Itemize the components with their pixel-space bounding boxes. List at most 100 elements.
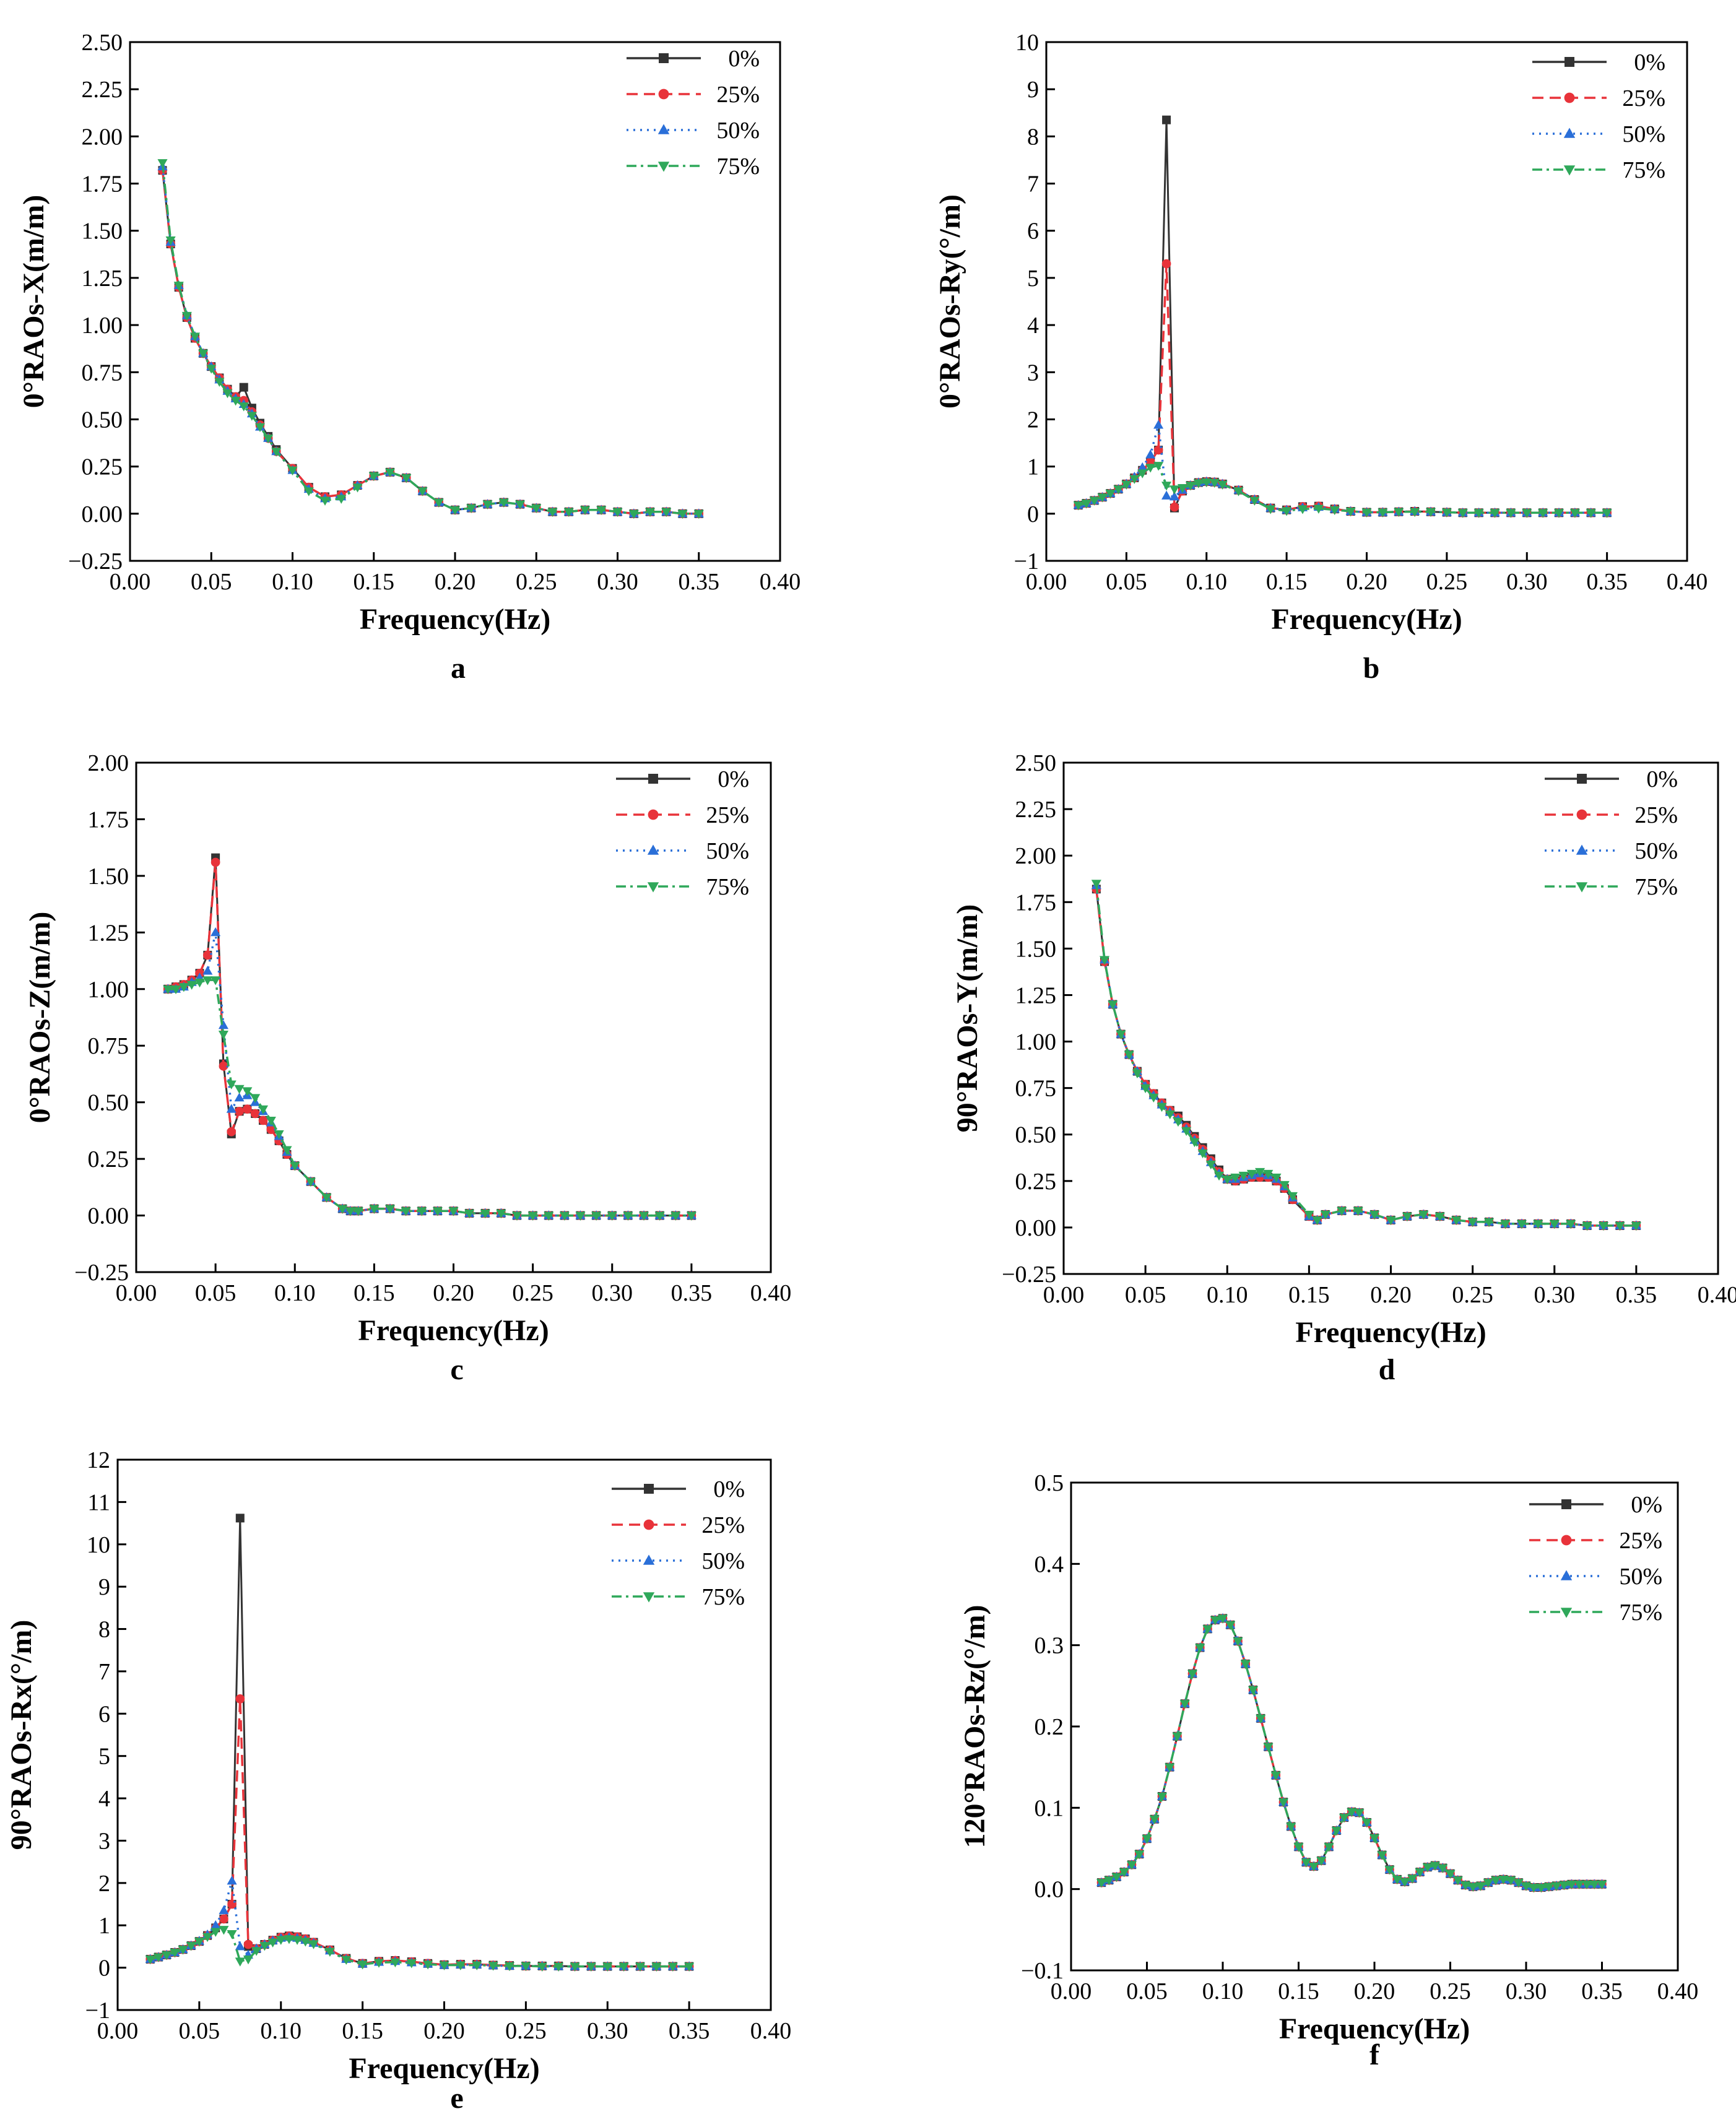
data-point xyxy=(1157,1792,1168,1802)
data-point xyxy=(242,1087,253,1096)
y-tick-label: 0.2 xyxy=(1035,1714,1064,1740)
data-point xyxy=(1452,1876,1463,1886)
y-tick-label: 0.75 xyxy=(1015,1076,1057,1102)
data-point xyxy=(449,506,461,516)
data-point xyxy=(1270,1771,1281,1781)
data-point xyxy=(1263,1743,1274,1752)
data-point xyxy=(1165,1763,1175,1773)
data-point xyxy=(1105,490,1116,499)
data-point xyxy=(1293,1843,1304,1852)
data-point xyxy=(1438,1864,1448,1873)
data-point xyxy=(1233,487,1244,496)
x-tick-label: 0.05 xyxy=(191,569,232,595)
data-point xyxy=(1297,505,1308,514)
legend-label: 25% xyxy=(1619,1528,1662,1554)
data-point xyxy=(1394,508,1404,518)
data-point xyxy=(210,976,221,986)
y-tick-label: 0.75 xyxy=(82,360,123,386)
y-tick-label: 9 xyxy=(1027,77,1039,103)
x-tick-label: 0.25 xyxy=(1426,569,1468,595)
data-point xyxy=(1378,508,1388,518)
data-point xyxy=(1113,485,1124,495)
data-point xyxy=(1313,505,1324,514)
x-tick-label: 0.05 xyxy=(179,2018,220,2044)
legend-label: 50% xyxy=(706,838,749,864)
data-point xyxy=(1145,464,1156,473)
data-point xyxy=(1468,1882,1478,1892)
data-point xyxy=(1533,1219,1543,1229)
panel-label: b xyxy=(1363,652,1380,685)
data-point xyxy=(243,1104,252,1114)
data-point xyxy=(1213,1171,1225,1181)
x-tick-label: 0.30 xyxy=(1506,1978,1547,2004)
x-axis-title: Frequency(Hz) xyxy=(1295,1316,1486,1349)
x-tick-label: 0.15 xyxy=(354,1280,395,1306)
x-tick-label: 0.25 xyxy=(505,2018,547,2044)
y-tick-label: 0.25 xyxy=(82,454,123,480)
data-point xyxy=(1161,259,1171,269)
data-point xyxy=(1513,1879,1524,1888)
y-tick-label: 2.00 xyxy=(1015,843,1057,869)
legend-label: 0% xyxy=(1631,1492,1662,1518)
legend-label: 50% xyxy=(1622,121,1665,147)
legend-label: 75% xyxy=(1622,157,1665,183)
data-point xyxy=(1238,1171,1249,1181)
data-point xyxy=(1096,1879,1107,1888)
data-point xyxy=(1187,1670,1198,1679)
data-point xyxy=(1081,500,1092,509)
data-point xyxy=(276,1936,286,1945)
data-point xyxy=(259,1942,270,1951)
y-tick-label: 2.25 xyxy=(82,77,123,103)
x-tick-label: 0.40 xyxy=(750,1280,792,1306)
data-point xyxy=(1538,509,1548,518)
x-tick-label: 0.30 xyxy=(587,2018,628,2044)
y-tick-label: 1.25 xyxy=(1015,982,1057,1008)
x-tick-label: 0.20 xyxy=(1370,1282,1412,1308)
legend-marker xyxy=(1577,774,1587,784)
data-point xyxy=(202,1933,213,1943)
data-point xyxy=(258,1105,269,1115)
data-point xyxy=(1255,1167,1265,1177)
data-point xyxy=(1162,115,1171,124)
y-tick-label: 6 xyxy=(98,1701,110,1727)
data-point xyxy=(1377,1851,1387,1860)
data-point xyxy=(618,1962,629,1972)
y-tick-label: 0.3 xyxy=(1035,1633,1064,1659)
x-tick-label: 0.35 xyxy=(1586,569,1628,595)
y-tick-label: 8 xyxy=(98,1617,110,1643)
data-point xyxy=(219,1914,228,1924)
data-point xyxy=(178,983,189,992)
data-point xyxy=(1392,1875,1402,1885)
series-line xyxy=(1095,885,1636,1227)
y-axis-title: 90°RAOs-Y(m/m) xyxy=(951,904,984,1132)
data-point xyxy=(163,985,173,995)
data-point xyxy=(644,508,656,518)
data-point xyxy=(308,1940,319,1949)
x-tick-label: 0.00 xyxy=(1051,1978,1092,2004)
y-tick-label: 2.00 xyxy=(82,124,123,150)
x-tick-label: 0.35 xyxy=(1616,1282,1657,1308)
data-point xyxy=(521,1962,531,1972)
data-point xyxy=(1097,493,1108,503)
data-point xyxy=(1126,1861,1137,1870)
y-tick-label: 0 xyxy=(1027,501,1039,527)
legend-marker xyxy=(1576,809,1587,820)
data-point xyxy=(527,1211,538,1221)
data-point xyxy=(661,508,672,518)
chart-panel-e: 0.00 0.05 0.10 0.15 0.20 0.25 0.30 0.35 0.40 −1 0 1… xyxy=(5,1447,791,2114)
x-tick-label: 0.00 xyxy=(1026,569,1067,595)
data-point xyxy=(1256,1714,1266,1724)
data-point xyxy=(1483,1879,1493,1888)
y-axis-title: 120°RAOs-Rz(°/m) xyxy=(958,1605,991,1848)
data-point xyxy=(1369,1210,1380,1220)
data-point xyxy=(218,1020,228,1029)
x-tick-label: 0.00 xyxy=(116,1280,157,1306)
data-point xyxy=(319,496,331,506)
data-point xyxy=(1100,956,1110,965)
data-point xyxy=(162,1951,172,1960)
data-point xyxy=(1170,502,1179,512)
y-tick-label: 0.50 xyxy=(82,407,123,433)
y-tick-label: 1.75 xyxy=(82,171,123,197)
x-tick-label: 0.15 xyxy=(1278,1978,1319,2004)
data-point xyxy=(254,423,266,433)
